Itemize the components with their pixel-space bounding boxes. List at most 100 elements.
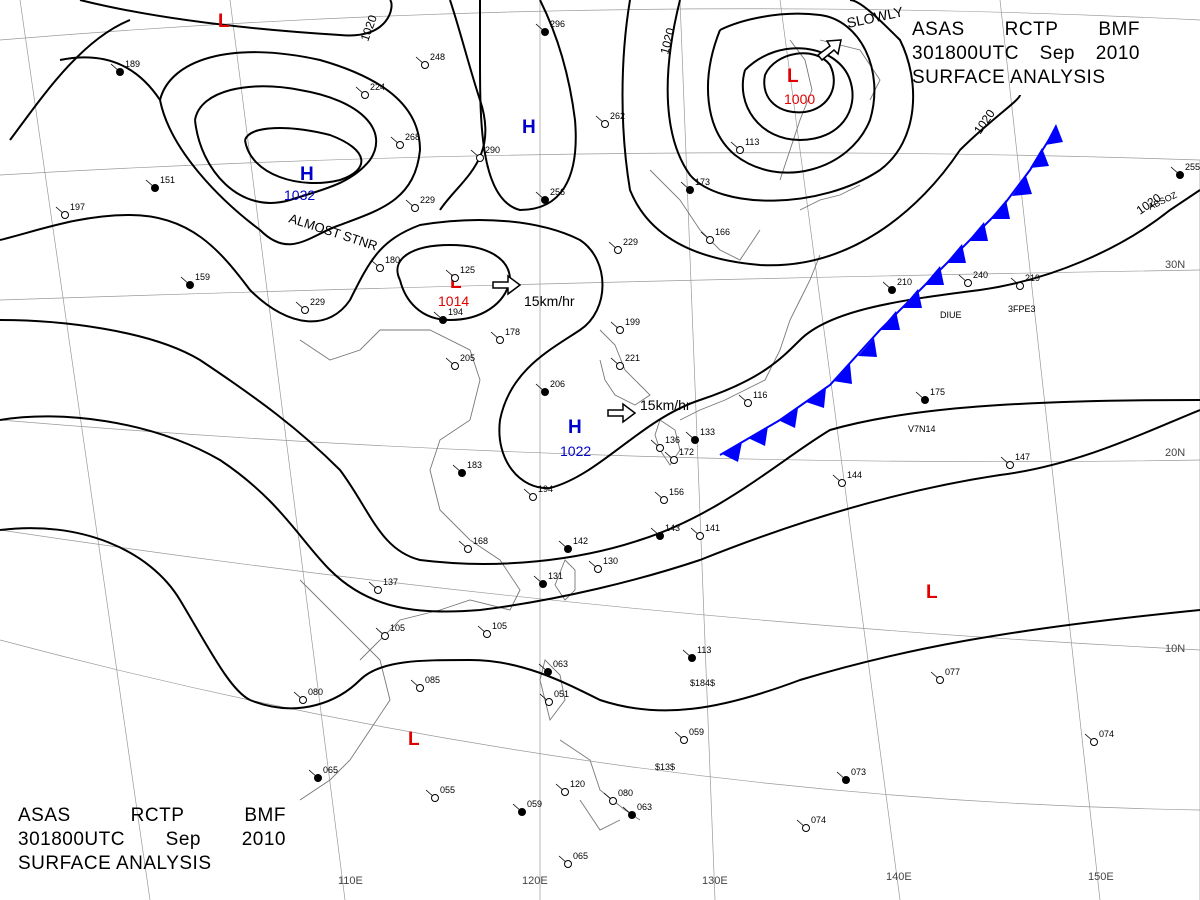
front-barb bbox=[946, 244, 966, 263]
isobar-15 bbox=[0, 319, 1200, 565]
station-pressure: 116 bbox=[753, 390, 767, 400]
station-plot: 210 bbox=[882, 277, 912, 294]
station-circle-icon bbox=[421, 61, 429, 69]
station-pressure: 268 bbox=[405, 132, 420, 142]
station-code-label: DIUE bbox=[940, 310, 962, 320]
map-header-top-right: ASAS RCTP BMF 301800UTC Sep 2010 SURFACE… bbox=[912, 18, 1140, 90]
station-pressure: 199 bbox=[625, 317, 640, 327]
station-circle-icon bbox=[688, 654, 696, 662]
indochina-coast bbox=[299, 579, 391, 801]
station-pressure: 240 bbox=[973, 270, 988, 280]
station-plot: 141 bbox=[690, 523, 720, 540]
meridian-130e bbox=[679, 0, 716, 900]
parallel-10n bbox=[0, 529, 1200, 651]
meridian-110e bbox=[229, 0, 346, 900]
station-plot: 229 bbox=[295, 297, 325, 314]
station-circle-icon bbox=[609, 797, 617, 805]
high-center-letter: H bbox=[300, 164, 314, 185]
station-plot: 206 bbox=[535, 379, 565, 396]
station-pressure: 156 bbox=[669, 487, 684, 497]
station-plot: 290 bbox=[470, 145, 500, 162]
station-pressure: 141 bbox=[705, 523, 720, 533]
station-circle-icon bbox=[564, 545, 572, 553]
station-pressure: 229 bbox=[623, 237, 638, 247]
motion-label: 15km/hr bbox=[524, 293, 575, 309]
station-plot: 055 bbox=[425, 785, 455, 802]
station-pressure: 113 bbox=[745, 137, 759, 147]
station-circle-icon bbox=[1016, 282, 1024, 290]
station-plot: 194 bbox=[523, 484, 553, 501]
high-center-value: 1022 bbox=[560, 443, 591, 459]
station-pressure: 172 bbox=[679, 447, 694, 457]
header-line-2: 301800UTC Sep 2010 bbox=[912, 42, 1140, 66]
station-plot: 151 bbox=[145, 175, 175, 192]
station-pressure: 073 bbox=[851, 767, 866, 777]
station-plot: 194 bbox=[433, 307, 463, 324]
cold-front bbox=[719, 124, 1063, 462]
station-plot: 065 bbox=[308, 765, 338, 782]
station-plot: 255 bbox=[1170, 162, 1200, 179]
station-pressure: 074 bbox=[1099, 729, 1114, 739]
station-plot: 147 bbox=[1000, 452, 1030, 469]
station-circle-icon bbox=[376, 264, 384, 272]
high-center-letter: H bbox=[522, 117, 536, 138]
isobars bbox=[0, 0, 1200, 712]
meridian-140e bbox=[779, 0, 901, 900]
station-circle-icon bbox=[451, 274, 459, 282]
station-plot: 229 bbox=[405, 195, 435, 212]
station-plot: 063 bbox=[538, 659, 568, 676]
station-pressure: 105 bbox=[492, 621, 507, 631]
station-plot: 105 bbox=[477, 621, 507, 638]
station-pressure: 255 bbox=[1185, 162, 1200, 172]
station-circle-icon bbox=[361, 91, 369, 99]
station-circle-icon bbox=[374, 586, 382, 594]
station-plot: 120 bbox=[555, 779, 585, 796]
lon-label: 140E bbox=[886, 871, 912, 883]
station-pressure: 296 bbox=[550, 19, 565, 29]
front-barb bbox=[858, 338, 877, 357]
low-center-value: 1014 bbox=[438, 293, 469, 309]
station-circle-icon bbox=[670, 456, 678, 464]
station-circle-icon bbox=[564, 860, 572, 868]
station-pressure: 151 bbox=[160, 175, 175, 185]
station-plot: 240 bbox=[958, 270, 988, 287]
isobar-5 bbox=[666, 0, 915, 202]
low-center-letter: L bbox=[926, 582, 938, 603]
station-circle-icon bbox=[1006, 461, 1014, 469]
station-pressure: 080 bbox=[618, 788, 633, 798]
front-barb bbox=[806, 388, 826, 408]
parallel-50n bbox=[0, 8, 1200, 41]
japan-kyushu bbox=[654, 419, 681, 466]
isobar-17 bbox=[0, 527, 1200, 712]
meridian-150e bbox=[999, 0, 1101, 900]
station-pressure: 131 bbox=[548, 571, 563, 581]
lon-label: 110E bbox=[338, 875, 363, 887]
header-line-3: SURFACE ANALYSIS bbox=[912, 66, 1140, 90]
front-barb bbox=[924, 266, 944, 285]
coastlines bbox=[299, 39, 881, 831]
front-barb bbox=[1030, 148, 1049, 168]
isobar-label: 1020 bbox=[657, 26, 678, 56]
station-plot: 059 bbox=[674, 727, 704, 744]
coordinate-labels: 30N 20N 10N 110E 120E 130E 140E 150E bbox=[338, 259, 1185, 887]
station-pressure: 168 bbox=[473, 536, 488, 546]
station-pressure: 194 bbox=[538, 484, 553, 494]
header-time: 301800UTC bbox=[18, 829, 125, 850]
station-code-label: $13$ bbox=[655, 762, 675, 772]
station-plot: 085 bbox=[410, 675, 440, 692]
station-pressure: 224 bbox=[370, 82, 385, 92]
station-circle-icon bbox=[680, 736, 688, 744]
station-plot: 189 bbox=[110, 59, 140, 76]
header-month: Sep bbox=[1039, 43, 1075, 64]
station-circle-icon bbox=[314, 774, 322, 782]
station-circle-icon bbox=[411, 204, 419, 212]
station-pressure: 143 bbox=[665, 523, 680, 533]
station-circle-icon bbox=[61, 211, 69, 219]
lat-label: 30N bbox=[1165, 259, 1185, 271]
china-coast bbox=[299, 329, 521, 661]
station-pressure: 262 bbox=[610, 111, 625, 121]
parallel-30n bbox=[0, 269, 1200, 301]
station-pressure: 183 bbox=[467, 460, 482, 470]
front-barb bbox=[833, 364, 852, 384]
lat-label: 10N bbox=[1165, 643, 1185, 655]
